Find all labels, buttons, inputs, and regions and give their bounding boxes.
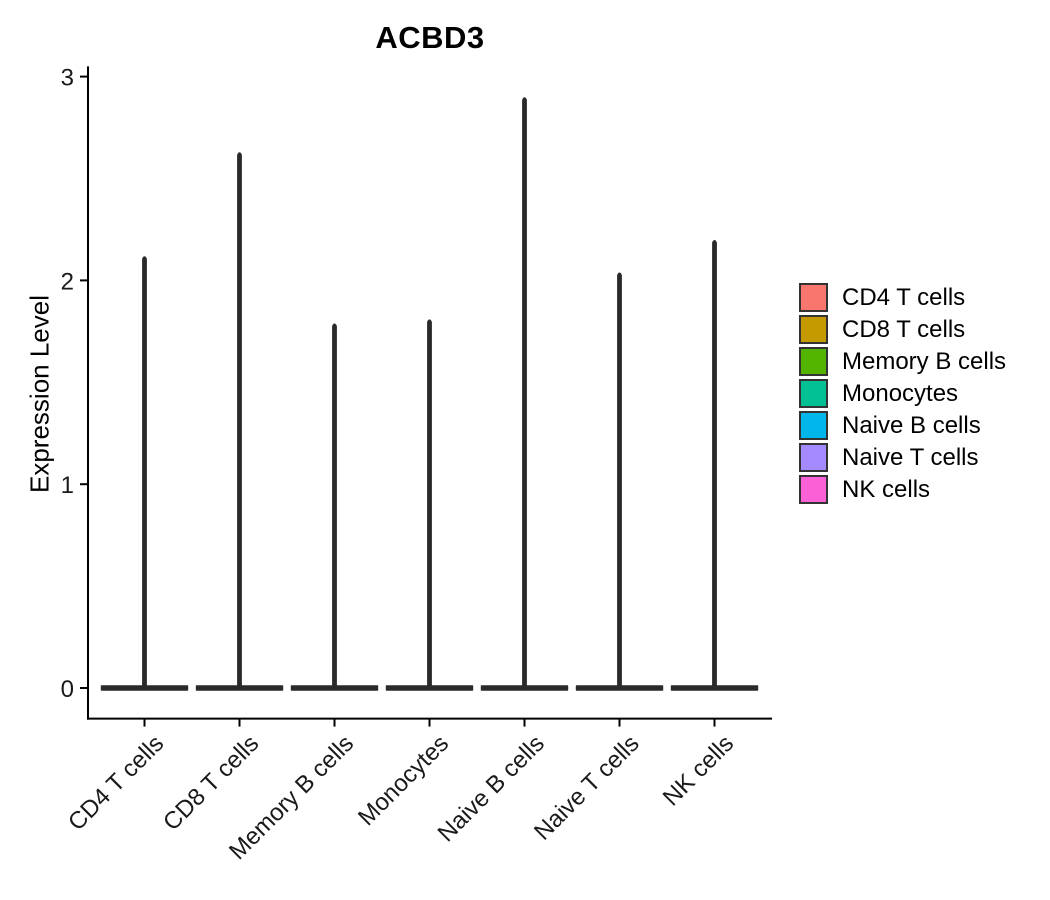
violin-memory-b-cells — [290, 323, 379, 691]
legend: CD4 T cells CD8 T cells Memory B cells Mono… — [799, 283, 1006, 507]
legend-item-naive-b-cells: Naive B cells — [799, 411, 1006, 440]
violin-nk-cells — [670, 239, 759, 691]
legend-color-swatch-cd8-t-cells — [799, 315, 828, 344]
legend-color-swatch-naive-b-cells — [799, 411, 828, 440]
legend-label-monocytes: Monocytes — [842, 379, 959, 407]
violin-naive-t-cells — [575, 272, 664, 691]
legend-label-memory-b-cells: Memory B cells — [842, 347, 1007, 375]
legend-label-cd4-t-cells: CD4 T cells — [842, 283, 966, 311]
y-tick-label-0: 0 — [61, 676, 74, 703]
plot-title: ACBD3 — [375, 20, 485, 55]
legend-color-swatch-memory-b-cells — [799, 347, 828, 376]
legend-item-memory-b-cells: Memory B cells — [799, 347, 1006, 376]
legend-label-cd8-t-cells: CD8 T cells — [842, 315, 966, 343]
legend-item-cd4-t-cells: CD4 T cells — [799, 283, 1006, 312]
legend-label-naive-t-cells: Naive T cells — [842, 443, 979, 471]
legend-item-naive-t-cells: Naive T cells — [799, 443, 1006, 472]
violin-cd8-t-cells — [195, 152, 284, 691]
y-tick-label-2: 2 — [61, 268, 74, 295]
legend-label-naive-b-cells: Naive B cells — [842, 411, 981, 439]
legend-color-swatch-cd4-t-cells — [799, 283, 828, 312]
violin-monocytes — [385, 319, 474, 691]
violin-cd4-t-cells — [100, 256, 189, 691]
legend-color-swatch-nk-cells — [799, 475, 828, 504]
legend-item-monocytes: Monocytes — [799, 379, 1006, 408]
legend-item-nk-cells: NK cells — [799, 475, 1006, 504]
legend-item-cd8-t-cells: CD8 T cells — [799, 315, 1006, 344]
legend-label-nk-cells: NK cells — [842, 475, 931, 503]
legend-color-swatch-monocytes — [799, 379, 828, 408]
legend-color-swatch-naive-t-cells — [799, 443, 828, 472]
y-tick-label-3: 3 — [61, 65, 74, 92]
violin-naive-b-cells — [480, 97, 569, 691]
y-tick-label-1: 1 — [61, 472, 74, 499]
